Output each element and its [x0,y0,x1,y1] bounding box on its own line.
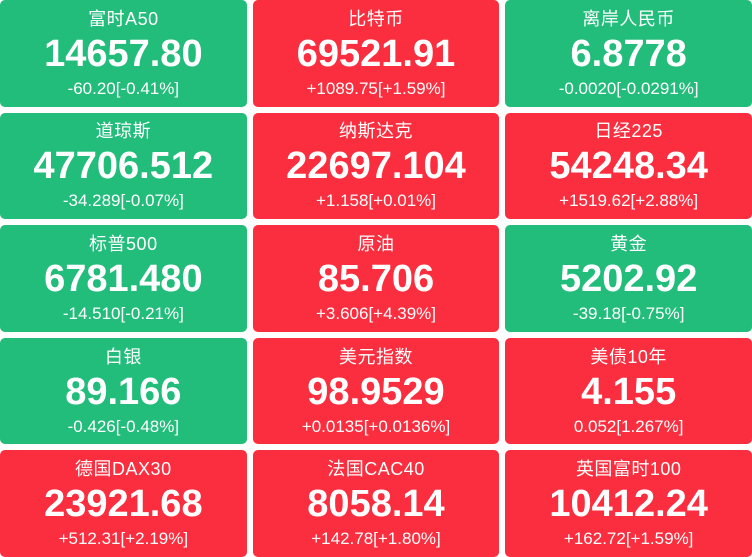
market-tile-up[interactable]: 纳斯达克 22697.104 +1.158[+0.01%] [252,112,500,220]
instrument-name: 英国富时100 [575,459,682,480]
price-value: 5202.92 [559,258,698,300]
price-change: +3.606[+4.39%] [315,304,437,323]
price-change: +1.158[+0.01%] [315,191,437,211]
price-value: 54248.34 [549,145,708,188]
price-change: 0.052[1.267%] [573,416,684,436]
market-tile-down[interactable]: 标普500 6781.480 -14.510[-0.21%] [0,225,247,332]
market-tile-up[interactable]: 英国富时100 10412.24 +162.72[+1.59%] [505,450,752,557]
price-change: +1089.75[+1.59%] [306,78,446,98]
instrument-name: 富时A50 [88,8,159,29]
price-change: +142.78[+1.80%] [311,529,441,549]
market-tile-up[interactable]: 日经225 54248.34 +1519.62[+2.88%] [505,112,752,220]
price-change: -39.18[-0.75%] [572,304,685,323]
market-tile-up[interactable]: 原油 85.706 +3.606[+4.39%] [252,225,500,332]
instrument-name: 离岸人民币 [582,8,675,29]
market-tile-down[interactable]: 道琼斯 47706.512 -34.289[-0.07%] [0,112,247,220]
instrument-name: 比特币 [348,8,404,29]
price-change: -0.0020[-0.0291%] [558,78,699,98]
price-value: 14657.80 [44,32,203,75]
price-value: 98.9529 [307,370,445,413]
market-tile-up[interactable]: 比特币 69521.91 +1089.75[+1.59%] [252,0,500,107]
instrument-name: 法国CAC40 [327,459,425,480]
price-change: +0.0135[+0.0136%] [301,416,451,436]
instrument-name: 白银 [104,346,142,367]
price-change: +512.31[+2.19%] [58,529,189,549]
instrument-name: 德国DAX30 [75,459,172,480]
price-value: 89.166 [65,370,182,413]
price-change: -60.20[-0.41%] [67,78,180,98]
price-value: 47706.512 [33,145,214,188]
price-value: 4.155 [581,370,677,413]
instrument-name: 道琼斯 [95,121,152,142]
price-change: +162.72[+1.59%] [563,529,694,549]
price-value: 8058.14 [307,483,445,526]
price-value: 85.706 [317,258,435,300]
price-value: 22697.104 [286,145,466,188]
market-tile-down[interactable]: 黄金 5202.92 -39.18[-0.75%] [505,225,752,332]
instrument-name: 美债10年 [590,346,667,367]
instrument-name: 原油 [357,234,395,254]
price-change: -14.510[-0.21%] [62,304,184,323]
instrument-name: 黄金 [610,234,648,254]
instrument-name: 美元指数 [338,346,413,367]
market-tile-down[interactable]: 富时A50 14657.80 -60.20[-0.41%] [0,0,247,107]
market-tile-up[interactable]: 德国DAX30 23921.68 +512.31[+2.19%] [0,450,247,557]
market-tile-up[interactable]: 美元指数 98.9529 +0.0135[+0.0136%] [252,337,500,445]
market-tile-down[interactable]: 离岸人民币 6.8778 -0.0020[-0.0291%] [505,0,752,107]
instrument-name: 日经225 [594,121,663,142]
instrument-name: 纳斯达克 [338,121,413,142]
price-change: +1519.62[+2.88%] [559,191,699,211]
instrument-name: 标普500 [89,234,158,254]
market-tile-up[interactable]: 法国CAC40 8058.14 +142.78[+1.80%] [252,450,500,557]
price-value: 23921.68 [44,483,203,526]
market-tile-down[interactable]: 白银 89.166 -0.426[-0.48%] [0,337,247,445]
price-value: 6781.480 [44,258,203,300]
price-change: -34.289[-0.07%] [62,191,184,211]
price-value: 6.8778 [570,32,687,75]
price-change: -0.426[-0.48%] [67,416,180,436]
price-value: 69521.91 [296,32,456,75]
price-value: 10412.24 [549,483,708,526]
market-tile-up[interactable]: 美债10年 4.155 0.052[1.267%] [505,337,752,445]
